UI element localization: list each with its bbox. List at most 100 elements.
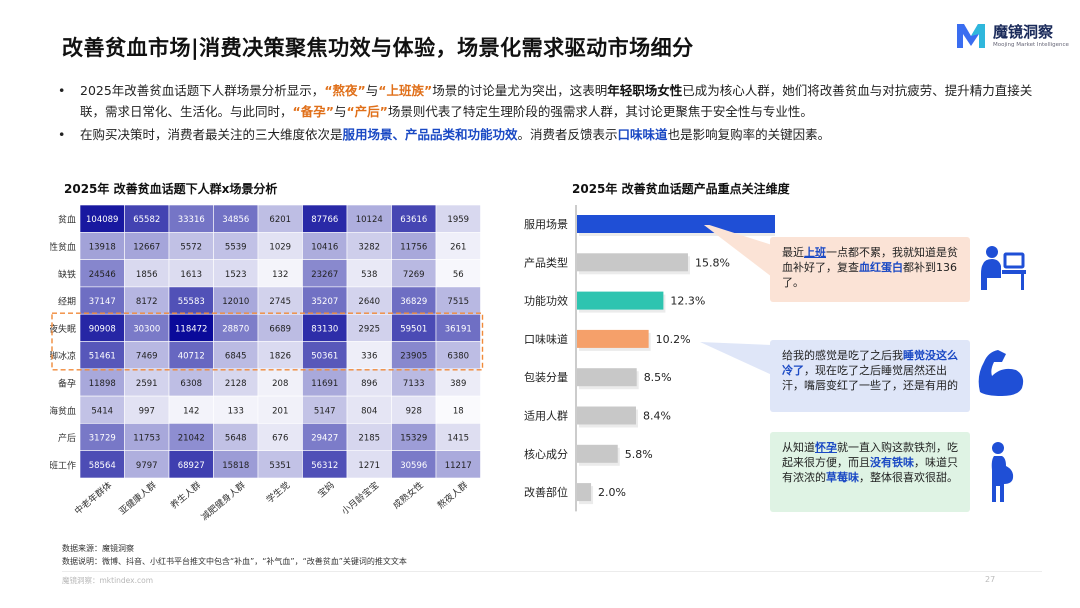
heatmap-cell-value: 1856 xyxy=(136,270,158,280)
heatmap-cell xyxy=(124,313,170,342)
heatmap-cell xyxy=(391,259,437,288)
heatmap-cell xyxy=(168,231,214,260)
heatmap-cell-value: 11217 xyxy=(445,461,472,471)
heatmap-cell-value: 36829 xyxy=(400,297,427,307)
strong-arm-icon xyxy=(978,350,1024,396)
heatmap-cell-value: 7269 xyxy=(403,270,425,280)
heatmap-cell-value: 11753 xyxy=(133,434,160,444)
heatmap-cell xyxy=(257,204,303,233)
heatmap-cell xyxy=(79,259,125,288)
heatmap-cell xyxy=(391,450,437,479)
heatmap-cell-value: 10124 xyxy=(356,215,383,225)
bar-value-label: 8.5% xyxy=(644,371,672,384)
bar xyxy=(577,329,649,348)
heatmap-row-label: 缺铁性贫血 xyxy=(50,241,76,253)
data-source-notes: 数据来源：魔镜洞察 数据说明：微博、抖音、小红书平台推文中包含“补血”，“补气血… xyxy=(62,542,407,568)
heatmap-cell xyxy=(257,341,303,370)
quote-highlight: 血红蛋白 xyxy=(859,261,903,274)
page-number: 27 xyxy=(985,575,996,584)
heatmap-cell-value: 208 xyxy=(272,379,288,389)
heatmap-cell xyxy=(168,450,214,479)
heatmap-cell-value: 6201 xyxy=(269,215,291,225)
heatmap-cell-value: 538 xyxy=(361,270,377,280)
bullet-text: 在购买决策时，消费者最关注的三大维度依次是 xyxy=(80,127,343,142)
heatmap-cell-value: 804 xyxy=(361,406,377,416)
heatmap-cell xyxy=(435,395,481,424)
heatmap-cell-value: 33316 xyxy=(178,215,205,225)
bar-value-label: 12.3% xyxy=(670,295,705,308)
logo-name: 魔镜洞察 xyxy=(993,23,1054,41)
heatmap-cell-value: 31729 xyxy=(89,434,116,444)
heatmap-title: 2025年 改善贫血话题下人群x场景分析 xyxy=(64,182,278,196)
heatmap-cell-value: 6308 xyxy=(180,379,202,389)
bullet-text: 2025年改善贫血话题下人群场景分析显示， xyxy=(80,83,325,98)
heatmap-cell-value: 90908 xyxy=(89,324,116,334)
heatmap-cell xyxy=(346,313,392,342)
heatmap-cell xyxy=(213,395,259,424)
heatmap-cell xyxy=(124,423,170,451)
heatmap-cell xyxy=(391,341,437,370)
heatmap-cell xyxy=(435,231,481,260)
heatmap-cell xyxy=(124,341,170,370)
heatmap-cell-value: 132 xyxy=(272,270,288,280)
heatmap-cell-value: 2185 xyxy=(358,434,380,444)
heatmap-cell-value: 1271 xyxy=(358,461,380,471)
heatmap-row-label: 上班工作 xyxy=(50,459,76,471)
heatmap-cell-value: 7133 xyxy=(403,379,425,389)
heatmap-cell-value: 142 xyxy=(183,406,199,416)
heatmap-column-label: 减肥健身人群 xyxy=(199,479,248,523)
bar xyxy=(577,368,637,387)
heatmap-cell xyxy=(213,231,259,260)
heatmap-cell-value: 2745 xyxy=(269,297,291,307)
heatmap-cell xyxy=(168,204,214,233)
heatmap-cell xyxy=(391,395,437,424)
heatmap-cell-value: 7469 xyxy=(136,352,158,362)
heatmap-cell-value: 9797 xyxy=(136,461,158,471)
heatmap-row-label: 经期 xyxy=(58,296,76,308)
heatmap-cell-value: 21042 xyxy=(178,434,205,444)
heatmap-cell xyxy=(302,423,348,451)
heatmap-row-label: 手脚冰凉 xyxy=(50,350,76,362)
heatmap-cell xyxy=(257,368,303,397)
heatmap-cell xyxy=(346,286,392,315)
heatmap-cell-value: 55583 xyxy=(178,297,205,307)
heatmap-cell-value: 11756 xyxy=(400,242,427,252)
heatmap-cell xyxy=(302,259,348,288)
heatmap-cell xyxy=(124,231,170,260)
brand-logo: 魔镜洞察 Moojing Market Intelligence xyxy=(955,18,1069,58)
heatmap-cell xyxy=(213,259,259,288)
heatmap-cell-value: 7515 xyxy=(447,297,469,307)
heatmap-cell-value: 1826 xyxy=(269,352,291,362)
bar-category-label: 功能功效 xyxy=(524,294,568,308)
data-source: 数据来源：魔镜洞察 xyxy=(62,544,134,553)
heatmap-cell-value: 118472 xyxy=(175,324,207,334)
bar xyxy=(577,444,618,463)
office-worker-icon xyxy=(981,246,1026,290)
heatmap-row-label: 缺铁 xyxy=(58,268,76,280)
highlight-pregnancy-prep: “备孕” xyxy=(292,104,334,119)
bar-category-label: 口味味道 xyxy=(524,332,568,346)
logo-subtitle: Moojing Market Intelligence xyxy=(993,42,1069,48)
heatmap-cell-value: 63616 xyxy=(400,215,427,225)
quote-highlight: 上班 xyxy=(804,246,826,259)
heatmap-cell xyxy=(391,368,437,397)
bar-value-label: 10.2% xyxy=(656,333,691,346)
bullet-1: • 2025年改善贫血话题下人群场景分析显示，“熬夜”与“上班族”场景的讨论量尤… xyxy=(56,80,1056,122)
bullet-text: 场景的讨论量尤为突出，这表明 xyxy=(432,83,608,98)
heatmap-row-label: 备孕 xyxy=(58,377,76,389)
heatmap-cell xyxy=(302,395,348,424)
heatmap-cell xyxy=(257,450,303,479)
heatmap-cell-value: 18 xyxy=(453,406,464,416)
heatmap-cell-value: 23905 xyxy=(400,352,427,362)
quote-text: 都补到136了。 xyxy=(782,261,957,289)
logo-m-icon xyxy=(957,24,985,48)
heatmap-column-label: 学生党 xyxy=(264,479,292,506)
quote-text: 就一直入购这款铁剂，吃起来很方便，而且 xyxy=(782,441,958,469)
heatmap-cell xyxy=(124,286,170,315)
heatmap-cell xyxy=(124,395,170,424)
heatmap-cell-value: 5572 xyxy=(180,242,202,252)
heatmap-cell-value: 10416 xyxy=(311,242,338,252)
highlight-staying-up: “熬夜” xyxy=(324,83,366,98)
heatmap-cell xyxy=(435,368,481,397)
heatmap-cell-value: 37147 xyxy=(89,297,116,307)
